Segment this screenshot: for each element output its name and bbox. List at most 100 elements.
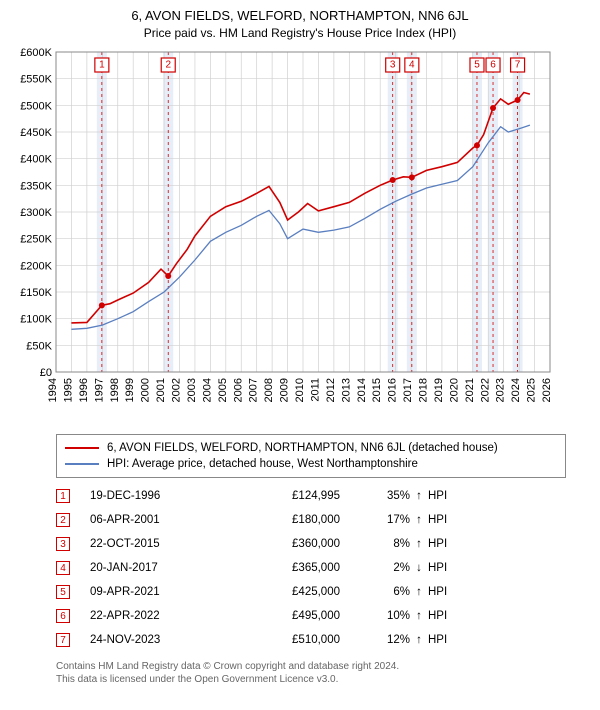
svg-text:2013: 2013 — [340, 378, 352, 402]
svg-text:£250K: £250K — [20, 234, 52, 246]
row-pct: 12% — [340, 634, 410, 646]
row-suffix: HPI — [428, 562, 468, 574]
svg-text:1997: 1997 — [93, 378, 105, 402]
legend-item: 6, AVON FIELDS, WELFORD, NORTHAMPTON, NN… — [65, 440, 557, 456]
svg-text:2002: 2002 — [171, 378, 183, 402]
footer: Contains HM Land Registry data © Crown c… — [56, 660, 580, 686]
table-row: 2 06-APR-2001£180,00017%↑HPI — [56, 508, 566, 532]
svg-text:2000: 2000 — [140, 378, 152, 402]
svg-text:6: 6 — [490, 60, 496, 71]
svg-text:3: 3 — [390, 60, 396, 71]
row-arrow: ↑ — [410, 586, 428, 598]
row-suffix: HPI — [428, 514, 468, 526]
row-price: £425,000 — [230, 586, 340, 598]
svg-text:2007: 2007 — [248, 378, 260, 402]
svg-text:2003: 2003 — [186, 378, 198, 402]
row-pct: 8% — [340, 538, 410, 550]
svg-text:£50K: £50K — [26, 340, 52, 352]
row-marker: 3 — [56, 537, 70, 551]
svg-text:£200K: £200K — [20, 260, 52, 272]
svg-text:£300K: £300K — [20, 207, 52, 219]
row-pct: 6% — [340, 586, 410, 598]
table-row: 119-DEC-1996£124,99535%↑HPI — [56, 484, 566, 508]
svg-text:2016: 2016 — [387, 378, 399, 402]
row-price: £180,000 — [230, 514, 340, 526]
table-row: 322-OCT-2015£360,0008%↑HPI — [56, 532, 566, 556]
chart: £0£50K£100K£150K£200K£250K£300K£350K£400… — [10, 46, 590, 426]
svg-text:5: 5 — [474, 60, 480, 71]
svg-text:1: 1 — [99, 60, 105, 71]
row-date: 19-DEC-1996 — [90, 490, 230, 502]
row-date: 09-APR-2021 — [90, 586, 230, 598]
svg-text:2019: 2019 — [433, 378, 445, 402]
footer-line: Contains HM Land Registry data © Crown c… — [56, 660, 580, 673]
row-pct: 10% — [340, 610, 410, 622]
table-row: 509-APR-2021£425,0006%↑HPI — [56, 580, 566, 604]
row-date: 24-NOV-2023 — [90, 634, 230, 646]
svg-text:2018: 2018 — [418, 378, 430, 402]
legend-item: HPI: Average price, detached house, West… — [65, 456, 557, 472]
row-marker: 6 — [56, 609, 70, 623]
footer-line: This data is licensed under the Open Gov… — [56, 673, 580, 686]
legend-label: HPI: Average price, detached house, West… — [107, 458, 418, 470]
table-row: 420-JAN-2017£365,0002%↓HPI — [56, 556, 566, 580]
legend-label: 6, AVON FIELDS, WELFORD, NORTHAMPTON, NN… — [107, 442, 498, 454]
row-date: 22-OCT-2015 — [90, 538, 230, 550]
row-arrow: ↑ — [410, 514, 428, 526]
row-suffix: HPI — [428, 610, 468, 622]
svg-text:1994: 1994 — [47, 378, 59, 402]
row-arrow: ↑ — [410, 634, 428, 646]
svg-text:2015: 2015 — [371, 378, 383, 402]
svg-text:£150K: £150K — [20, 287, 52, 299]
svg-text:2026: 2026 — [541, 378, 553, 402]
svg-text:2004: 2004 — [201, 378, 213, 402]
row-pct: 17% — [340, 514, 410, 526]
svg-text:2005: 2005 — [217, 378, 229, 402]
svg-text:2012: 2012 — [325, 378, 337, 402]
chart-container: 6, AVON FIELDS, WELFORD, NORTHAMPTON, NN… — [0, 0, 600, 692]
row-suffix: HPI — [428, 634, 468, 646]
svg-text:£0: £0 — [40, 367, 52, 379]
svg-text:1996: 1996 — [78, 378, 90, 402]
row-marker: 1 — [56, 489, 70, 503]
svg-text:2001: 2001 — [155, 378, 167, 402]
table-row: 622-APR-2022£495,00010%↑HPI — [56, 604, 566, 628]
row-arrow: ↑ — [410, 538, 428, 550]
title-block: 6, AVON FIELDS, WELFORD, NORTHAMPTON, NN… — [10, 8, 590, 40]
transactions-table: 119-DEC-1996£124,99535%↑HPI206-APR-2001£… — [56, 484, 566, 652]
legend: 6, AVON FIELDS, WELFORD, NORTHAMPTON, NN… — [56, 434, 566, 478]
svg-text:2022: 2022 — [479, 378, 491, 402]
table-row: 7 24-NOV-2023£510,00012%↑HPI — [56, 628, 566, 652]
svg-text:1995: 1995 — [62, 378, 74, 402]
row-price: £124,995 — [230, 490, 340, 502]
svg-text:2021: 2021 — [464, 378, 476, 402]
svg-text:4: 4 — [409, 60, 415, 71]
svg-text:2010: 2010 — [294, 378, 306, 402]
row-arrow: ↑ — [410, 490, 428, 502]
svg-text:1999: 1999 — [124, 378, 136, 402]
legend-swatch — [65, 463, 99, 465]
row-date: 06-APR-2001 — [90, 514, 230, 526]
svg-text:2024: 2024 — [510, 378, 522, 402]
svg-text:2023: 2023 — [495, 378, 507, 402]
svg-text:2014: 2014 — [356, 378, 368, 402]
svg-text:2025: 2025 — [526, 378, 538, 402]
svg-text:2009: 2009 — [279, 378, 291, 402]
svg-text:£500K: £500K — [20, 100, 52, 112]
svg-text:1998: 1998 — [109, 378, 121, 402]
row-marker: 7 — [56, 633, 70, 647]
row-marker: 2 — [56, 513, 70, 527]
row-suffix: HPI — [428, 586, 468, 598]
svg-text:2017: 2017 — [402, 378, 414, 402]
row-date: 20-JAN-2017 — [90, 562, 230, 574]
svg-text:£100K: £100K — [20, 314, 52, 326]
row-price: £510,000 — [230, 634, 340, 646]
chart-svg: £0£50K£100K£150K£200K£250K£300K£350K£400… — [10, 46, 590, 426]
row-arrow: ↑ — [410, 610, 428, 622]
svg-text:2011: 2011 — [309, 378, 321, 402]
svg-text:£550K: £550K — [20, 74, 52, 86]
svg-text:7: 7 — [515, 60, 521, 71]
row-price: £365,000 — [230, 562, 340, 574]
svg-text:2008: 2008 — [263, 378, 275, 402]
row-suffix: HPI — [428, 490, 468, 502]
